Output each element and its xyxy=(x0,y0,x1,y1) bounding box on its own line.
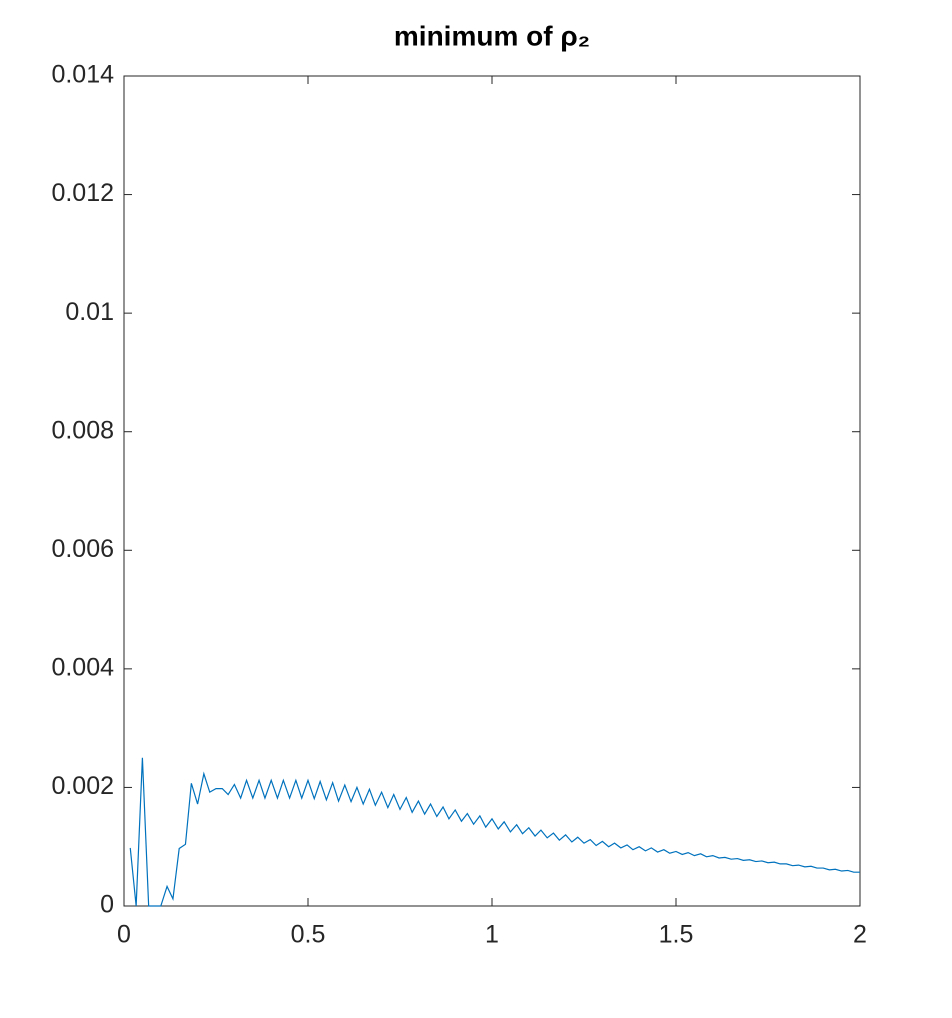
x-tick-label: 2 xyxy=(853,921,867,949)
data-line xyxy=(129,757,860,907)
y-tick-label: 0.012 xyxy=(51,179,114,207)
y-tick-label: 0.01 xyxy=(65,298,114,326)
y-tick-label: 0.002 xyxy=(51,772,114,800)
chart-title: minimum of ρ₂ xyxy=(394,20,590,51)
y-tick-label: 0.004 xyxy=(51,653,114,681)
x-tick-label: 1.5 xyxy=(659,921,694,949)
y-tick-label: 0.014 xyxy=(51,61,114,89)
y-tick-label: 0.008 xyxy=(51,416,114,444)
x-tick-label: 0 xyxy=(117,921,131,949)
x-tick-label: 1 xyxy=(485,921,499,949)
y-tick-label: 0.006 xyxy=(51,535,114,563)
y-tick-label: 0 xyxy=(100,891,114,919)
x-tick-label: 0.5 xyxy=(291,921,326,949)
